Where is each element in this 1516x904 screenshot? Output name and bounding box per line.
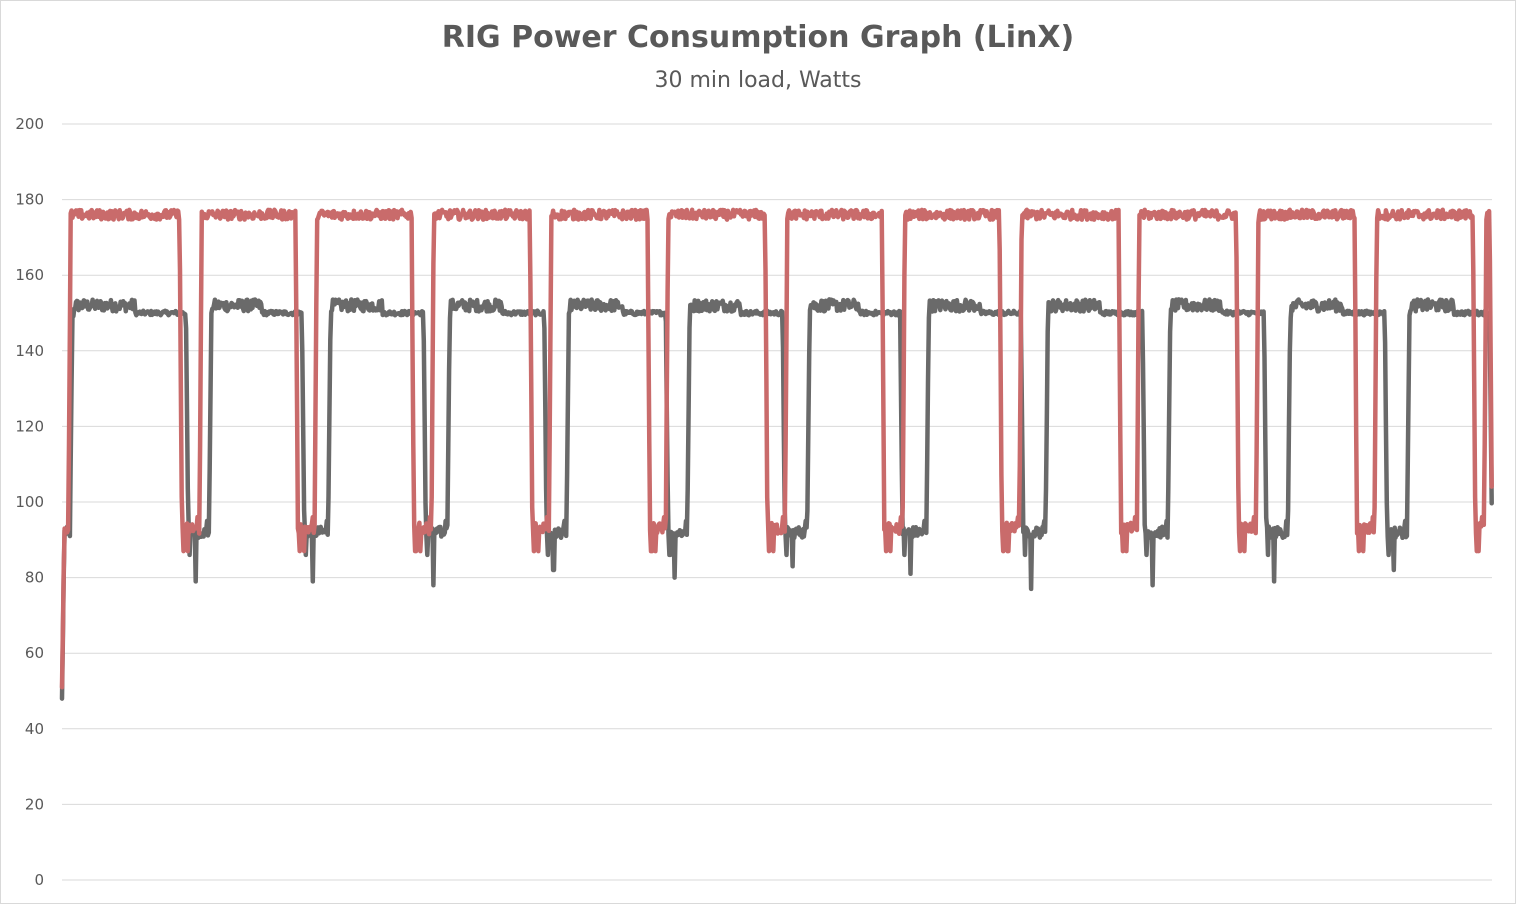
y-tick-label: 160 <box>15 266 44 284</box>
series-layer <box>59 207 1494 701</box>
y-tick-label: 40 <box>25 720 44 738</box>
y-tick-label: 200 <box>15 115 44 133</box>
gridlines <box>62 123 1492 881</box>
y-axis: 0 20 40 60 80 100 120 140 160 180 200 <box>15 115 44 889</box>
y-tick-label: 0 <box>34 871 44 889</box>
series-line-2 <box>59 297 1494 701</box>
series-line-1 <box>59 207 1494 690</box>
y-tick-label: 120 <box>15 417 44 435</box>
y-tick-label: 60 <box>25 644 44 662</box>
y-tick-label: 180 <box>15 191 44 209</box>
chart-subtitle: 30 min load, Watts <box>654 68 862 93</box>
y-tick-label: 80 <box>25 569 44 587</box>
y-tick-label: 20 <box>25 795 44 813</box>
y-tick-label: 100 <box>15 493 44 511</box>
chart-title: RIG Power Consumption Graph (LinX) <box>441 20 1075 55</box>
y-tick-label: 140 <box>15 342 44 360</box>
